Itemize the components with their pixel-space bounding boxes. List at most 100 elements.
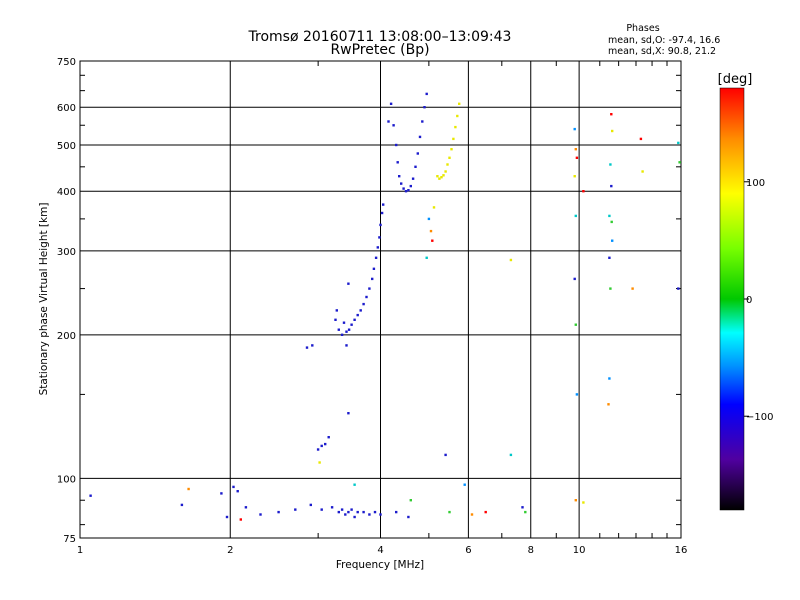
data-point: [244, 506, 248, 509]
data-point: [236, 490, 239, 493]
data-point: [372, 267, 376, 270]
data-point: [337, 328, 340, 331]
data-point: [575, 393, 579, 396]
y-tick-label: 750: [57, 57, 76, 68]
data-point: [463, 483, 466, 486]
data-point: [356, 510, 359, 514]
data-point: [458, 102, 461, 105]
data-point: [631, 287, 634, 290]
data-point: [344, 513, 347, 516]
data-point: [395, 143, 398, 147]
data-point: [610, 184, 613, 188]
data-point: [448, 510, 451, 514]
data-point: [311, 344, 314, 347]
data-point: [398, 175, 401, 178]
colorbar-tick-label: 0: [746, 295, 752, 306]
y-tick-label: 100: [57, 474, 76, 485]
data-point: [359, 309, 362, 312]
data-point: [678, 161, 681, 164]
y-axis-label: Stationary phase Virtual Height [km]: [38, 203, 50, 396]
data-point: [402, 187, 405, 190]
data-point: [379, 513, 382, 516]
data-point: [387, 120, 390, 123]
data-point: [239, 518, 242, 521]
data-point: [573, 175, 576, 178]
data-point: [350, 323, 353, 326]
y-axis-ticks: 75 100 200 300 400 500 600 750: [57, 57, 681, 545]
data-point: [334, 318, 337, 321]
data-point: [438, 177, 441, 180]
data-point: [259, 513, 262, 516]
data-point: [425, 256, 428, 259]
chart-subtitle: RwPretec (Bp): [330, 42, 429, 58]
data-point: [316, 448, 320, 451]
data-point: [509, 258, 513, 262]
grid-layer: [80, 61, 681, 538]
data-point: [373, 510, 377, 514]
data-point: [340, 508, 344, 511]
y-tick-label: 75: [63, 534, 76, 545]
data-point: [609, 163, 612, 166]
data-point: [444, 453, 447, 457]
data-point: [416, 152, 419, 155]
data-point: [371, 277, 374, 281]
data-point: [641, 170, 644, 173]
data-point: [404, 190, 408, 193]
data-point: [347, 412, 350, 415]
data-point: [442, 174, 445, 177]
data-point: [353, 515, 356, 519]
data-point: [427, 217, 431, 221]
data-point: [574, 148, 577, 151]
x-tick-label: 10: [573, 545, 586, 556]
data-point: [362, 302, 365, 306]
data-point: [327, 436, 330, 439]
data-point: [318, 461, 321, 464]
colorbar-ticks: 100 0 −100: [744, 178, 773, 423]
data-point: [574, 323, 577, 326]
data-point: [378, 236, 381, 239]
data-point: [294, 508, 297, 511]
data-point: [324, 442, 327, 446]
x-tick-label: 8: [528, 545, 534, 556]
data-point: [305, 346, 309, 349]
data-point: [89, 494, 92, 497]
data-point: [431, 239, 434, 242]
y-tick-label: 400: [57, 187, 76, 198]
data-point: [610, 113, 613, 116]
data-point: [225, 515, 229, 519]
data-point: [330, 506, 334, 509]
chart-title: Tromsø 20160711 13:08:00–13:09:43: [248, 29, 512, 45]
x-tick-label: 2: [227, 545, 233, 556]
data-point: [365, 295, 368, 299]
data-point: [277, 510, 280, 514]
data-point: [345, 344, 348, 347]
data-point: [425, 92, 428, 96]
data-point: [509, 453, 513, 457]
data-point: [436, 175, 439, 178]
y-tick-label: 500: [57, 141, 76, 152]
data-point: [607, 403, 610, 406]
x-tick-label: 1: [77, 545, 83, 556]
data-point: [524, 510, 527, 514]
data-point: [356, 313, 359, 317]
data-point: [350, 508, 353, 511]
data-point: [347, 282, 350, 285]
x-tick-label: 6: [465, 545, 471, 556]
colorbar-label: [deg]: [718, 72, 753, 87]
data-point: [611, 239, 614, 242]
data-point: [429, 229, 433, 233]
y-tick-label: 200: [57, 331, 76, 342]
data-point: [407, 515, 410, 519]
data-point: [582, 190, 585, 193]
data-point: [677, 287, 680, 290]
data-point: [320, 444, 323, 448]
phases-o-stats: mean, sd,O: -97.4, 16.6: [608, 35, 720, 46]
x-tick-label: 16: [675, 545, 688, 556]
colorbar-tick-label: −100: [746, 412, 773, 423]
phases-x-stats: mean, sd,X: 90.8, 21.2: [608, 46, 716, 57]
data-point: [608, 377, 611, 380]
data-point: [409, 184, 412, 188]
y-tick-label: 300: [57, 247, 76, 258]
data-point: [368, 287, 371, 290]
